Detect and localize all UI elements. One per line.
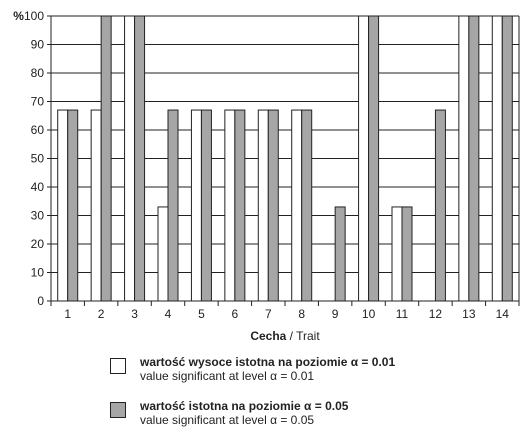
legend-swatch-alpha-001 [110, 358, 126, 374]
x-tick-label: 8 [298, 307, 305, 321]
bar-alpha-005 [67, 109, 79, 302]
legend-item1-subtitle: value significant at level α = 0.01 [140, 369, 315, 383]
legend-2: wartość istotna na poziomie α = 0.05 val… [110, 399, 490, 437]
y-tick-label: 90 [31, 38, 45, 52]
x-axis-title: Cecha / Trait [250, 329, 320, 343]
bar-alpha-005 [267, 109, 279, 302]
x-tick-label: 7 [265, 307, 272, 321]
y-tick-label: 80 [31, 66, 45, 80]
y-tick-label: 0 [37, 294, 44, 308]
x-tick-label: 10 [362, 307, 376, 321]
x-tick-label: 14 [496, 307, 510, 321]
y-tick-label: 50 [31, 152, 45, 166]
y-tick-label: 70 [31, 95, 45, 109]
x-tick-label: 1 [64, 307, 71, 321]
bar-alpha-001 [124, 15, 136, 302]
bar-alpha-005 [167, 109, 179, 302]
x-tick-label: 9 [332, 307, 339, 321]
bar-alpha-005 [234, 109, 246, 302]
y-tick-label: 30 [31, 209, 45, 223]
legend-swatch-alpha-005 [110, 402, 126, 418]
x-tick-label: 5 [198, 307, 205, 321]
x-tick-label: 13 [462, 307, 476, 321]
y-tick-label: 40 [31, 180, 45, 194]
bar-alpha-001 [458, 15, 470, 302]
bar-alpha-005 [334, 206, 346, 302]
bar-alpha-001 [291, 109, 303, 302]
x-tick-label: 2 [98, 307, 105, 321]
bar-alpha-001 [391, 206, 403, 302]
bar-alpha-005 [501, 15, 513, 302]
bar-alpha-001 [157, 206, 169, 302]
bar-alpha-001 [190, 109, 202, 302]
y-tick-label: 20 [31, 237, 45, 251]
x-tick-label: 4 [165, 307, 172, 321]
legend: wartość wysoce istotna na poziomie α = 0… [110, 355, 490, 393]
x-tick-label: 12 [429, 307, 443, 321]
bar-alpha-001 [90, 109, 102, 302]
legend-item1-title: wartość wysoce istotna na poziomie α = 0… [140, 355, 396, 369]
x-tick-label: 11 [396, 307, 409, 321]
legend-item2-title: wartość istotna na poziomie α = 0.05 [140, 399, 349, 413]
x-tick-label: 6 [232, 307, 239, 321]
bar-alpha-005 [434, 109, 446, 302]
x-tick-label: 3 [131, 307, 138, 321]
bar-alpha-005 [301, 109, 313, 302]
bar-alpha-001 [257, 109, 269, 302]
bar-alpha-005 [401, 206, 413, 302]
bar-alpha-005 [100, 15, 112, 302]
y-tick-label: 60 [31, 123, 45, 137]
bar-alpha-001 [358, 15, 370, 302]
bar-alpha-001 [57, 109, 69, 302]
legend-item2-subtitle: value significant at level α = 0.05 [140, 413, 315, 427]
bar-alpha-001 [224, 109, 236, 302]
bar-alpha-005 [134, 15, 146, 302]
y-tick-label: 10 [31, 266, 45, 280]
bar-alpha-005 [200, 109, 212, 302]
y-tick-label: %100 [13, 9, 44, 23]
legend-label-alpha-005: wartość istotna na poziomie α = 0.05 val… [140, 399, 348, 427]
bar-alpha-005 [368, 15, 380, 302]
bar-alpha-001 [491, 15, 503, 302]
bar-alpha-005 [468, 15, 480, 302]
legend-label-alpha-001: wartość wysoce istotna na poziomie α = 0… [140, 355, 395, 383]
